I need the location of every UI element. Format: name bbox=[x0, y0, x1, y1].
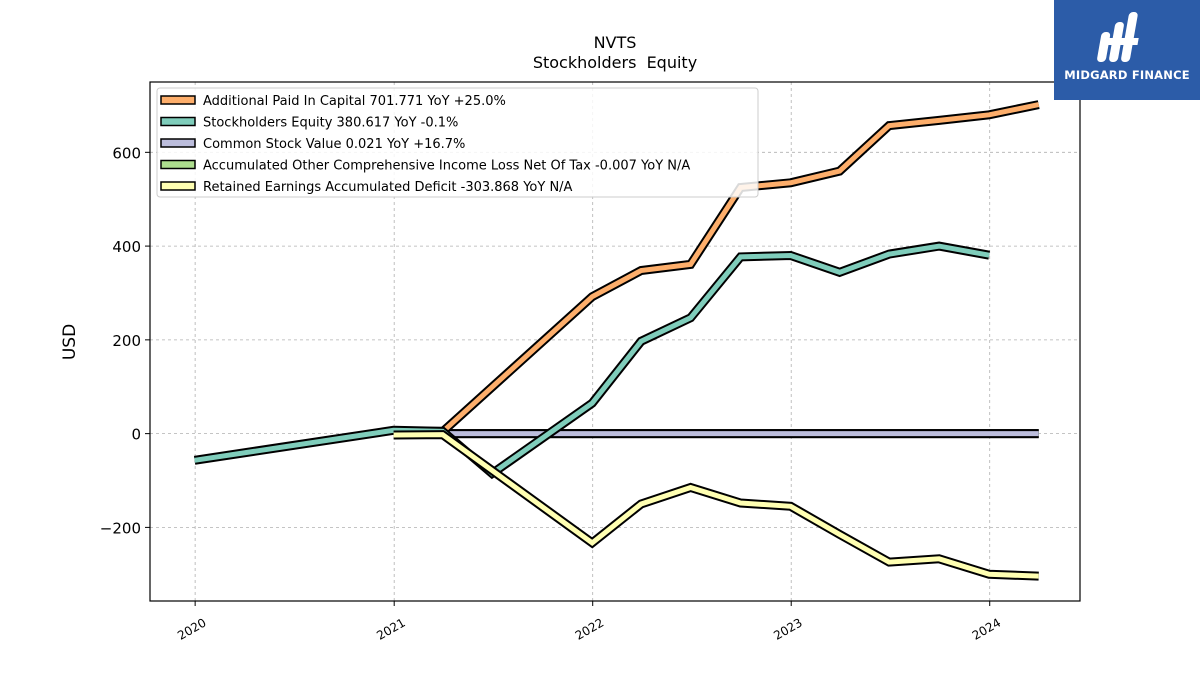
x-tick-label: 2023 bbox=[771, 615, 804, 642]
x-tick-label: 2022 bbox=[573, 615, 606, 642]
axes: −200 0 200 400 600 2020 2021 2022 2023 2024 bbox=[100, 144, 1003, 643]
legend-swatch bbox=[160, 138, 196, 148]
series-outline bbox=[393, 430, 1039, 581]
y-axis-label: USD bbox=[60, 324, 80, 360]
chart-subtitle: Stockholders Equity bbox=[533, 53, 697, 72]
y-tick-label: 400 bbox=[112, 238, 141, 256]
plot-frame bbox=[149, 81, 1081, 602]
x-tick-label: 2024 bbox=[970, 615, 1003, 642]
brand-badge: MIDGARD FINANCE bbox=[1054, 0, 1200, 100]
legend-swatch bbox=[160, 95, 196, 105]
legend: Additional Paid In Capital 701.771 YoY +… bbox=[156, 87, 759, 198]
legend-swatch bbox=[160, 116, 196, 127]
legend-label: Stockholders Equity 380.617 YoY -0.1% bbox=[203, 116, 458, 131]
brand-name: MIDGARD FINANCE bbox=[1064, 68, 1190, 82]
chart-title: NVTS bbox=[594, 33, 637, 52]
midgard-logo-icon bbox=[1097, 12, 1139, 62]
y-tick-label: 200 bbox=[112, 332, 141, 350]
legend-label: Common Stock Value 0.021 YoY +16.7% bbox=[203, 137, 465, 152]
legend-swatch bbox=[160, 181, 196, 191]
series-line bbox=[394, 102, 1040, 435]
y-tick-label: 0 bbox=[131, 426, 141, 444]
legend-label: Retained Earnings Accumulated Deficit -3… bbox=[203, 180, 573, 195]
x-tick-label: 2020 bbox=[175, 615, 208, 642]
x-tick-label: 2021 bbox=[374, 615, 407, 642]
legend-label: Additional Paid In Capital 701.771 YoY +… bbox=[203, 94, 506, 109]
legend-box bbox=[156, 87, 759, 198]
series-line bbox=[393, 432, 1039, 579]
y-tick-label: −200 bbox=[100, 519, 141, 537]
y-tick-label: 600 bbox=[112, 144, 141, 162]
plot-area bbox=[193, 100, 1040, 581]
legend-swatch bbox=[160, 159, 196, 170]
legend-label: Accumulated Other Comprehensive Income L… bbox=[203, 159, 690, 174]
series-outline bbox=[193, 241, 991, 480]
